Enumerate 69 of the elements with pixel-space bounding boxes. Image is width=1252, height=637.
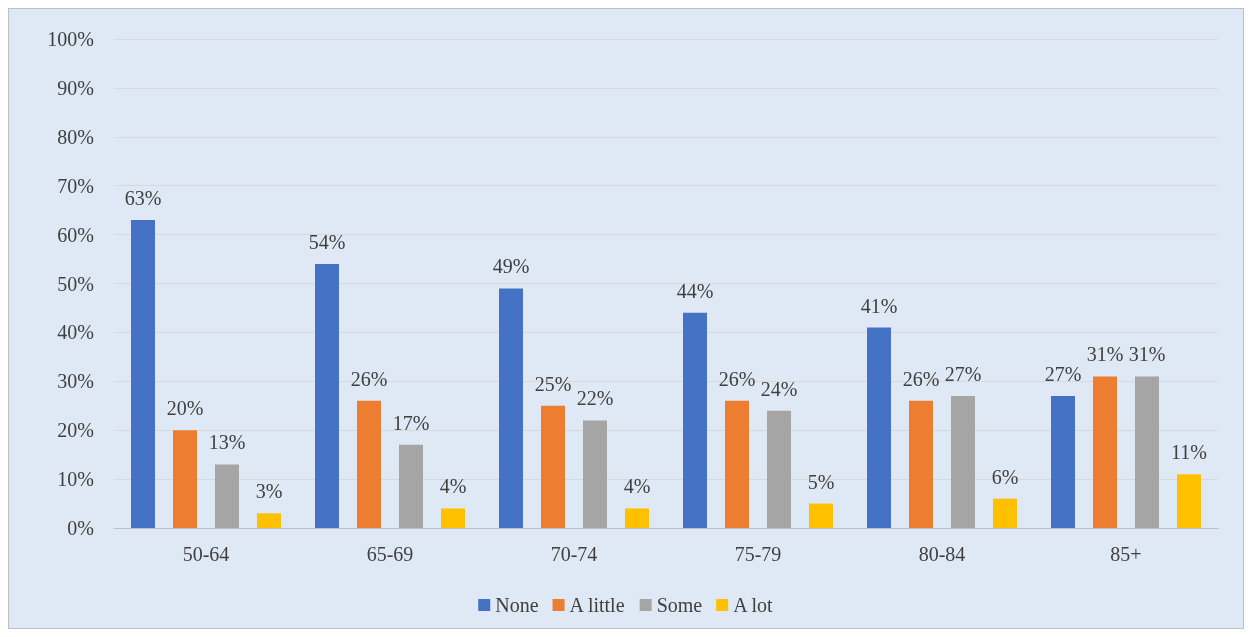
bar bbox=[1135, 376, 1159, 528]
bar bbox=[725, 400, 749, 528]
data-label: 11% bbox=[1171, 441, 1207, 464]
bar bbox=[215, 464, 239, 528]
bar bbox=[499, 288, 523, 528]
y-tick-label: 30% bbox=[57, 370, 94, 393]
data-label: 26% bbox=[718, 367, 756, 390]
bar bbox=[173, 430, 197, 528]
y-tick-label: 40% bbox=[57, 321, 94, 344]
bar bbox=[1093, 376, 1117, 528]
bar bbox=[625, 508, 649, 528]
x-tick-label: 80-84 bbox=[918, 543, 966, 565]
bar bbox=[257, 513, 281, 528]
data-label: 4% bbox=[623, 475, 651, 498]
bar bbox=[1177, 474, 1201, 528]
bar bbox=[315, 263, 339, 528]
legend-label: A lot bbox=[733, 594, 774, 616]
bar bbox=[441, 508, 465, 528]
data-label: 44% bbox=[676, 279, 714, 302]
bar bbox=[993, 498, 1017, 528]
bar bbox=[399, 444, 423, 528]
x-tick-label: 50-64 bbox=[182, 543, 230, 565]
data-label: 26% bbox=[350, 367, 388, 390]
x-tick-label: 65-69 bbox=[366, 543, 414, 565]
bar bbox=[583, 420, 607, 528]
data-label: 17% bbox=[392, 411, 430, 434]
y-tick-label: 20% bbox=[57, 419, 94, 442]
data-label: 4% bbox=[439, 475, 467, 498]
x-tick-label: 70-74 bbox=[550, 543, 598, 565]
data-label: 13% bbox=[208, 431, 246, 454]
y-tick-label: 60% bbox=[57, 223, 94, 246]
bar bbox=[867, 327, 891, 528]
data-label: 49% bbox=[492, 255, 530, 278]
data-label: 27% bbox=[944, 362, 982, 385]
data-label: 25% bbox=[534, 372, 572, 395]
bar bbox=[767, 410, 791, 528]
legend-label: None bbox=[495, 594, 539, 616]
y-tick-label: 0% bbox=[67, 517, 94, 539]
data-label: 3% bbox=[255, 480, 283, 503]
data-label: 24% bbox=[760, 377, 798, 400]
bar bbox=[1051, 395, 1075, 528]
y-tick-label: 10% bbox=[57, 468, 94, 491]
data-label: 54% bbox=[308, 230, 346, 253]
data-label: 31% bbox=[1128, 343, 1166, 366]
data-label: 22% bbox=[576, 387, 614, 410]
bar bbox=[909, 400, 933, 528]
data-label: 26% bbox=[902, 367, 940, 390]
data-label: 41% bbox=[860, 294, 898, 317]
bar bbox=[541, 405, 565, 528]
bar bbox=[951, 395, 975, 528]
data-label: 63% bbox=[124, 186, 162, 209]
legend-label: A little bbox=[569, 594, 625, 616]
data-label: 5% bbox=[807, 470, 835, 493]
y-tick-label: 70% bbox=[57, 174, 94, 197]
bar bbox=[683, 312, 707, 528]
y-tick-label: 100% bbox=[47, 28, 94, 50]
bar bbox=[809, 503, 833, 528]
data-label: 27% bbox=[1044, 362, 1082, 385]
data-label: 20% bbox=[166, 397, 204, 420]
x-tick-label: 75-79 bbox=[734, 543, 782, 565]
data-label: 31% bbox=[1086, 343, 1124, 366]
bar bbox=[357, 400, 381, 528]
y-tick-label: 90% bbox=[57, 76, 94, 99]
bar bbox=[131, 219, 155, 528]
y-tick-label: 80% bbox=[57, 125, 94, 148]
x-tick-label: 85+ bbox=[1110, 543, 1142, 565]
data-label: 6% bbox=[991, 465, 1019, 488]
y-tick-label: 50% bbox=[57, 272, 94, 295]
legend-label: Some bbox=[656, 594, 703, 616]
